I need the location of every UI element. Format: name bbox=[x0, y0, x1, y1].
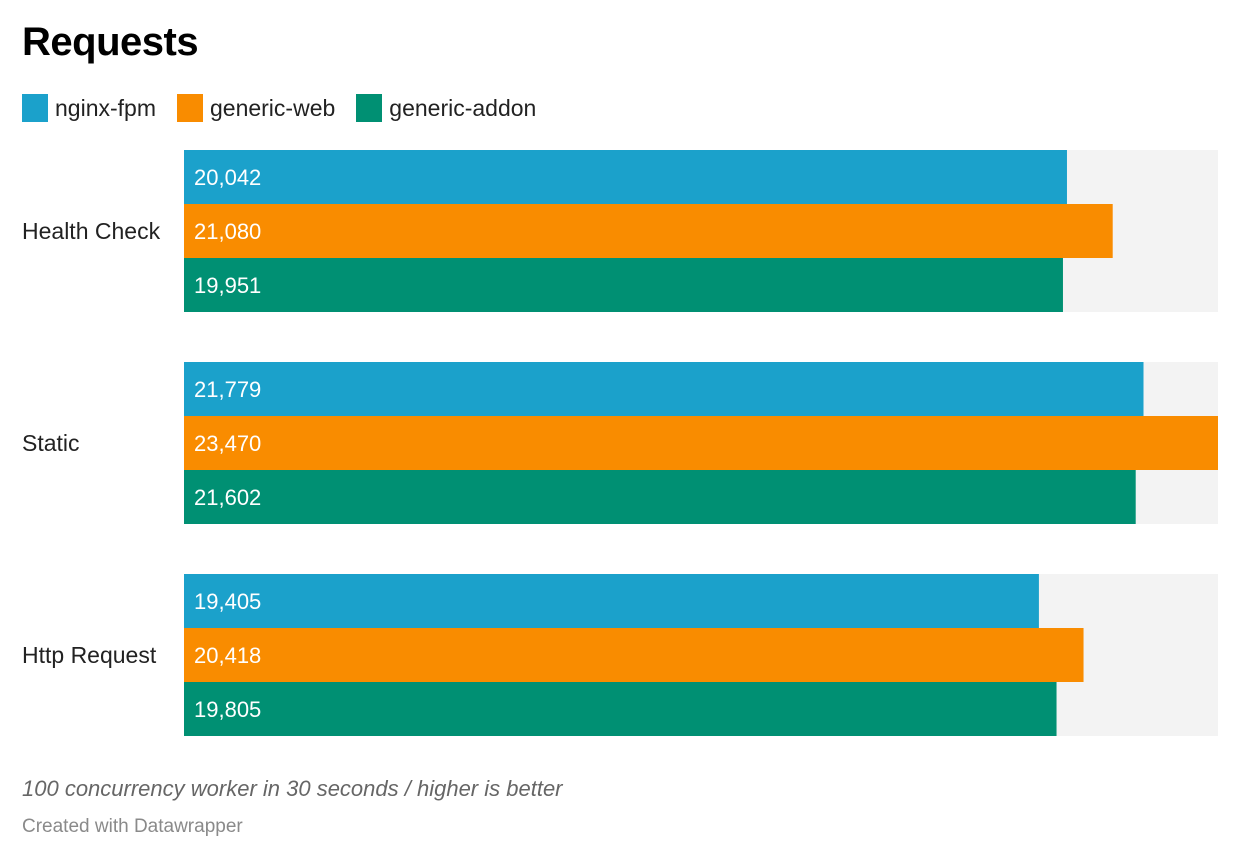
bar-health-check-generic-web bbox=[184, 204, 1113, 258]
bar-value-static-nginx-fpm: 21,779 bbox=[194, 377, 261, 402]
bar-static-nginx-fpm bbox=[184, 362, 1144, 416]
chart-note: 100 concurrency worker in 30 seconds / h… bbox=[22, 776, 563, 801]
bar-chart: Health Check 20,042 21,080 19,951 Static 21,7… bbox=[22, 150, 1218, 736]
bar-http-request-generic-web bbox=[184, 628, 1084, 682]
bar-value-static-generic-addon: 21,602 bbox=[194, 485, 261, 510]
bar-http-request-nginx-fpm bbox=[184, 574, 1039, 628]
bar-value-static-generic-web: 23,470 bbox=[194, 431, 261, 456]
bar-http-request-generic-addon bbox=[184, 682, 1057, 736]
legend-swatch-generic-web bbox=[176, 94, 203, 122]
chart-credit: Created with Datawrapper bbox=[22, 816, 243, 837]
bar-value-health-check-nginx-fpm: 20,042 bbox=[194, 165, 261, 190]
legend-label-generic-web: generic-web bbox=[209, 94, 336, 121]
bar-health-check-nginx-fpm bbox=[184, 150, 1067, 204]
bar-value-health-check-generic-web: 21,080 bbox=[194, 219, 261, 244]
category-label-static: Static bbox=[22, 430, 80, 456]
bar-health-check-generic-addon bbox=[184, 258, 1063, 312]
category-label-http-request: Http Request bbox=[22, 642, 157, 668]
legend-label-generic-addon: generic-addon bbox=[389, 94, 537, 121]
chart-title: Requests bbox=[22, 20, 199, 64]
legend-item-generic-addon: generic-addon bbox=[356, 94, 536, 122]
legend-label-nginx-fpm: nginx-fpm bbox=[55, 94, 156, 121]
legend-swatch-generic-addon bbox=[356, 94, 383, 122]
bar-value-http-request-nginx-fpm: 19,405 bbox=[194, 589, 261, 614]
bar-value-http-request-generic-addon: 19,805 bbox=[194, 697, 261, 722]
bar-static-generic-addon bbox=[184, 470, 1136, 524]
legend-swatch-nginx-fpm bbox=[22, 94, 48, 122]
legend-item-generic-web: generic-web bbox=[176, 94, 336, 122]
bar-value-http-request-generic-web: 20,418 bbox=[194, 643, 261, 668]
category-label-health-check: Health Check bbox=[22, 218, 161, 244]
legend-item-nginx-fpm: nginx-fpm bbox=[22, 94, 156, 122]
bar-static-generic-web bbox=[184, 416, 1218, 470]
legend: nginx-fpm generic-web generic-addon bbox=[22, 93, 557, 123]
bar-value-health-check-generic-addon: 19,951 bbox=[194, 273, 261, 298]
